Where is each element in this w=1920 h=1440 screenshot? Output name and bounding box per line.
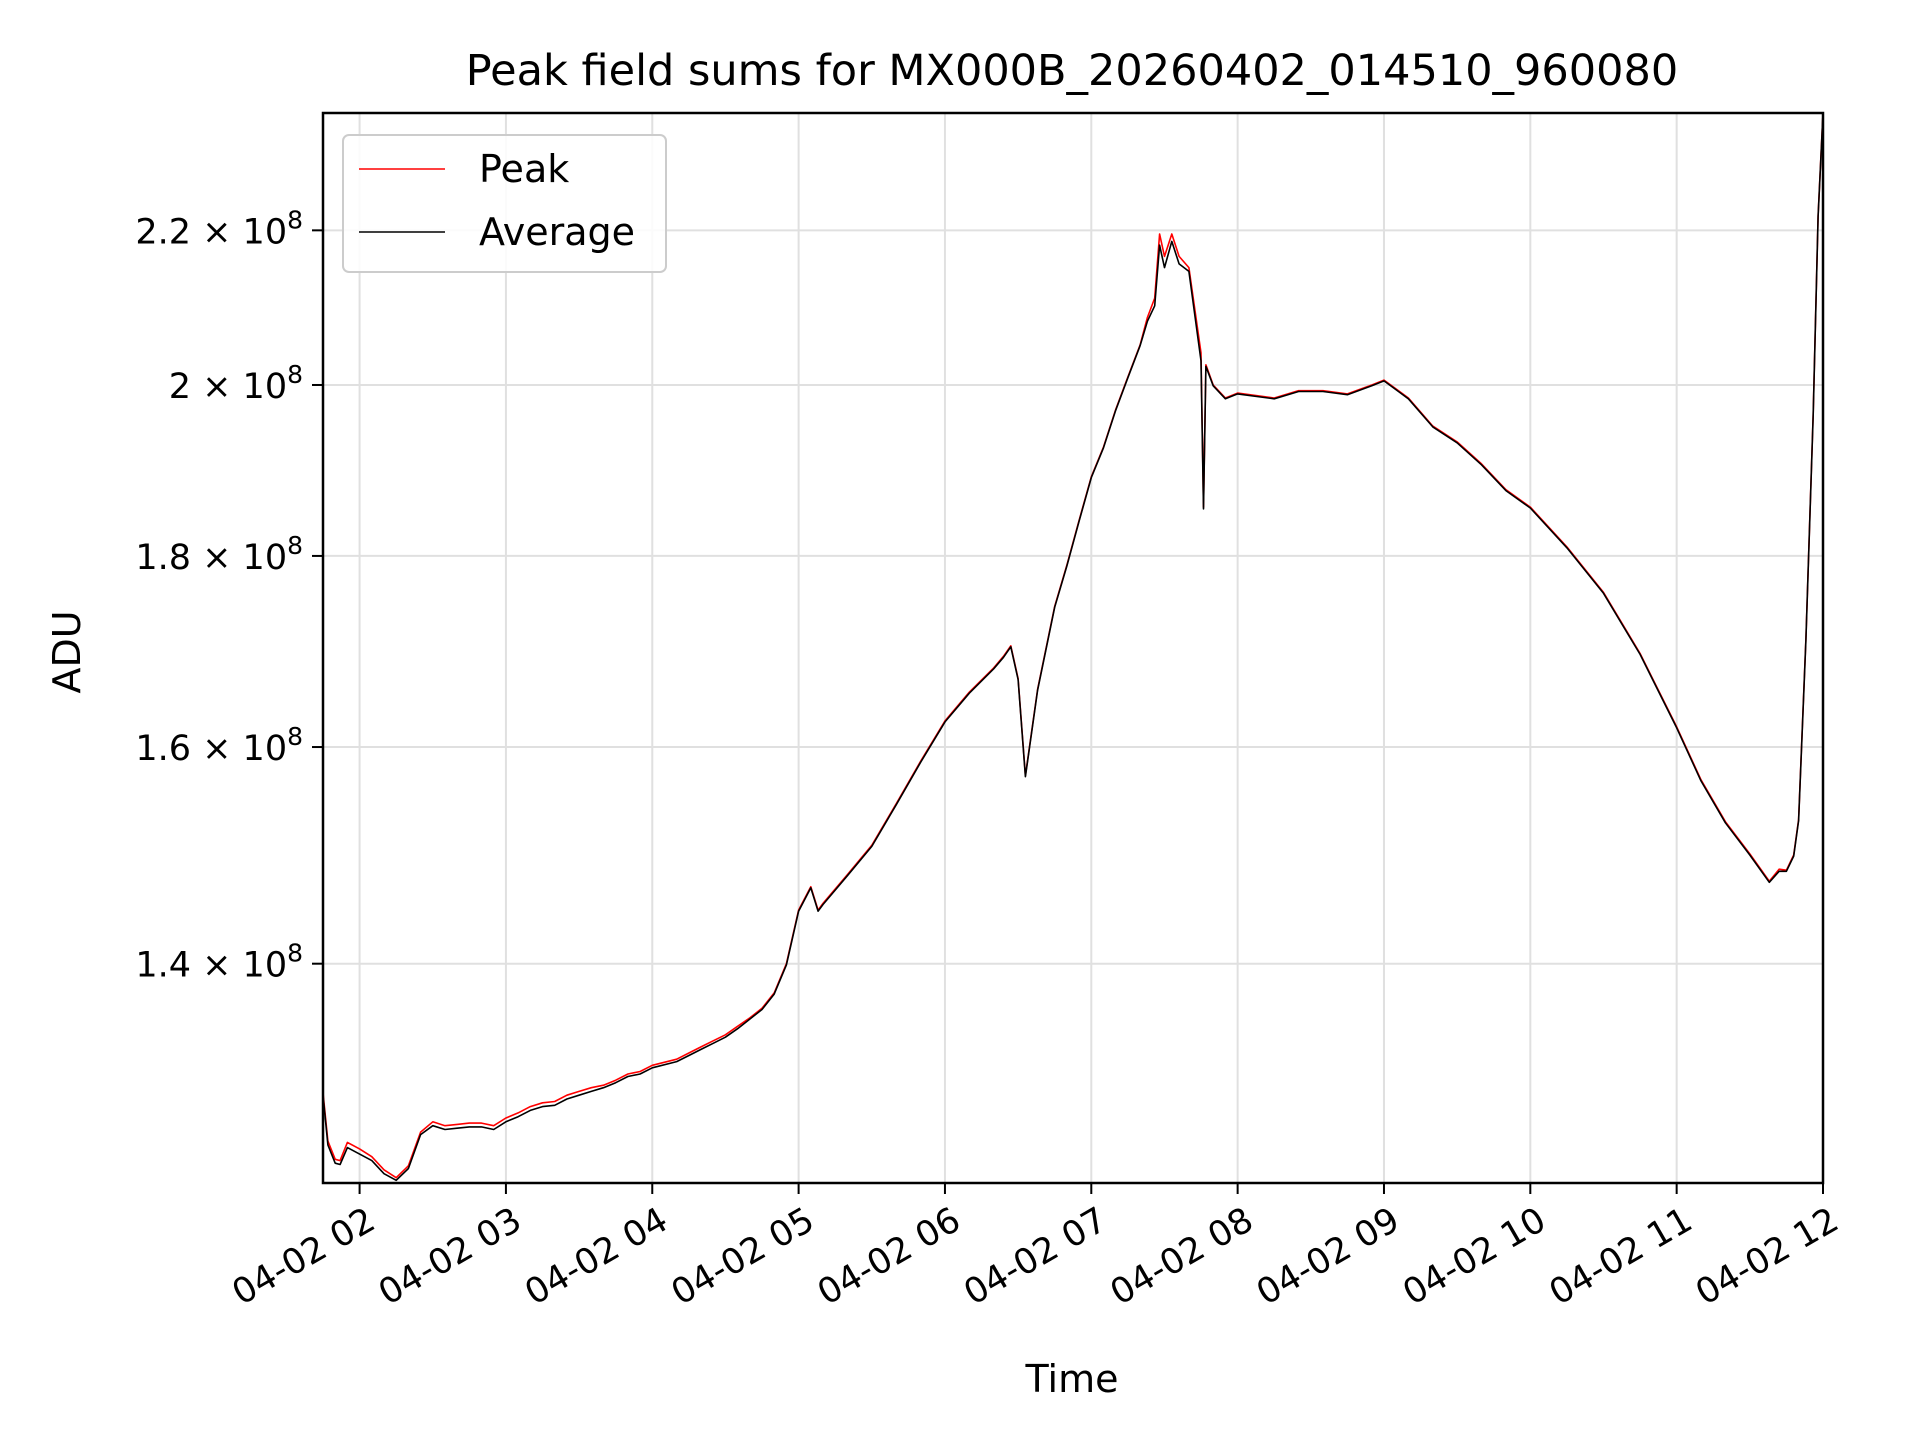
y-axis-label: ADU — [45, 610, 89, 693]
chart-title: Peak field sums for MX000B_20260402_0145… — [466, 46, 1678, 96]
y-axis: 1.4 × 108 1.6 × 108 1.8 × 108 2 × 108 2.2 × … — [135, 205, 323, 986]
series-layer — [322, 112, 1824, 1182]
y-tick-label: 1.4 × 108 — [135, 939, 303, 986]
x-axis-label: Time — [1025, 1357, 1119, 1401]
y-tick-label: 1.6 × 108 — [135, 722, 303, 769]
y-tick-label: 1.8 × 108 — [135, 531, 303, 578]
y-tick-label: 2 × 108 — [169, 360, 303, 407]
y-tick-label: 2.2 × 108 — [135, 205, 303, 252]
legend: Peak Average — [342, 134, 667, 273]
legend-label-peak: Peak — [479, 147, 569, 191]
legend-label-average: Average — [479, 210, 635, 254]
series-line-average — [322, 112, 1824, 1182]
plot-area-frame — [321, 111, 1825, 1185]
